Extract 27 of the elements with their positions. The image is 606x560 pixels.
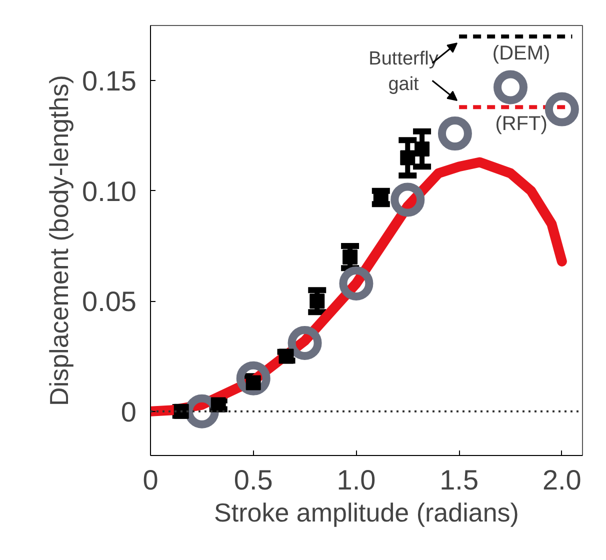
point — [494, 70, 528, 104]
y-tick-label: 0.05 — [82, 286, 137, 318]
x-tick-label: 0 — [142, 464, 158, 496]
point — [310, 294, 325, 309]
point — [236, 361, 270, 396]
legend-label: (DEM) — [492, 42, 550, 65]
series-label: (RFT) — [495, 113, 548, 136]
point — [400, 150, 416, 166]
point — [184, 394, 219, 428]
point — [544, 92, 579, 126]
y-tick-label: 0 — [120, 396, 137, 428]
x-tick-label: 0.5 — [234, 464, 273, 496]
point — [342, 250, 358, 265]
x-tick-label: 1.5 — [440, 464, 479, 496]
x-axis-title: Stroke amplitude (radians) — [214, 498, 519, 528]
x-tick-label: 2.0 — [542, 464, 582, 496]
point — [414, 141, 430, 156]
y-tick-label: 0.15 — [82, 66, 137, 97]
annotation: Butterfly gait — [368, 48, 439, 95]
point — [390, 182, 425, 217]
y-tick-label: 0.10 — [82, 176, 137, 207]
point — [438, 116, 472, 151]
point — [288, 326, 322, 360]
x-tick-label: 1.0 — [336, 464, 376, 496]
y-axis-title: Displacement (body-lengths) — [44, 75, 74, 406]
point — [174, 404, 189, 419]
point — [339, 266, 374, 300]
